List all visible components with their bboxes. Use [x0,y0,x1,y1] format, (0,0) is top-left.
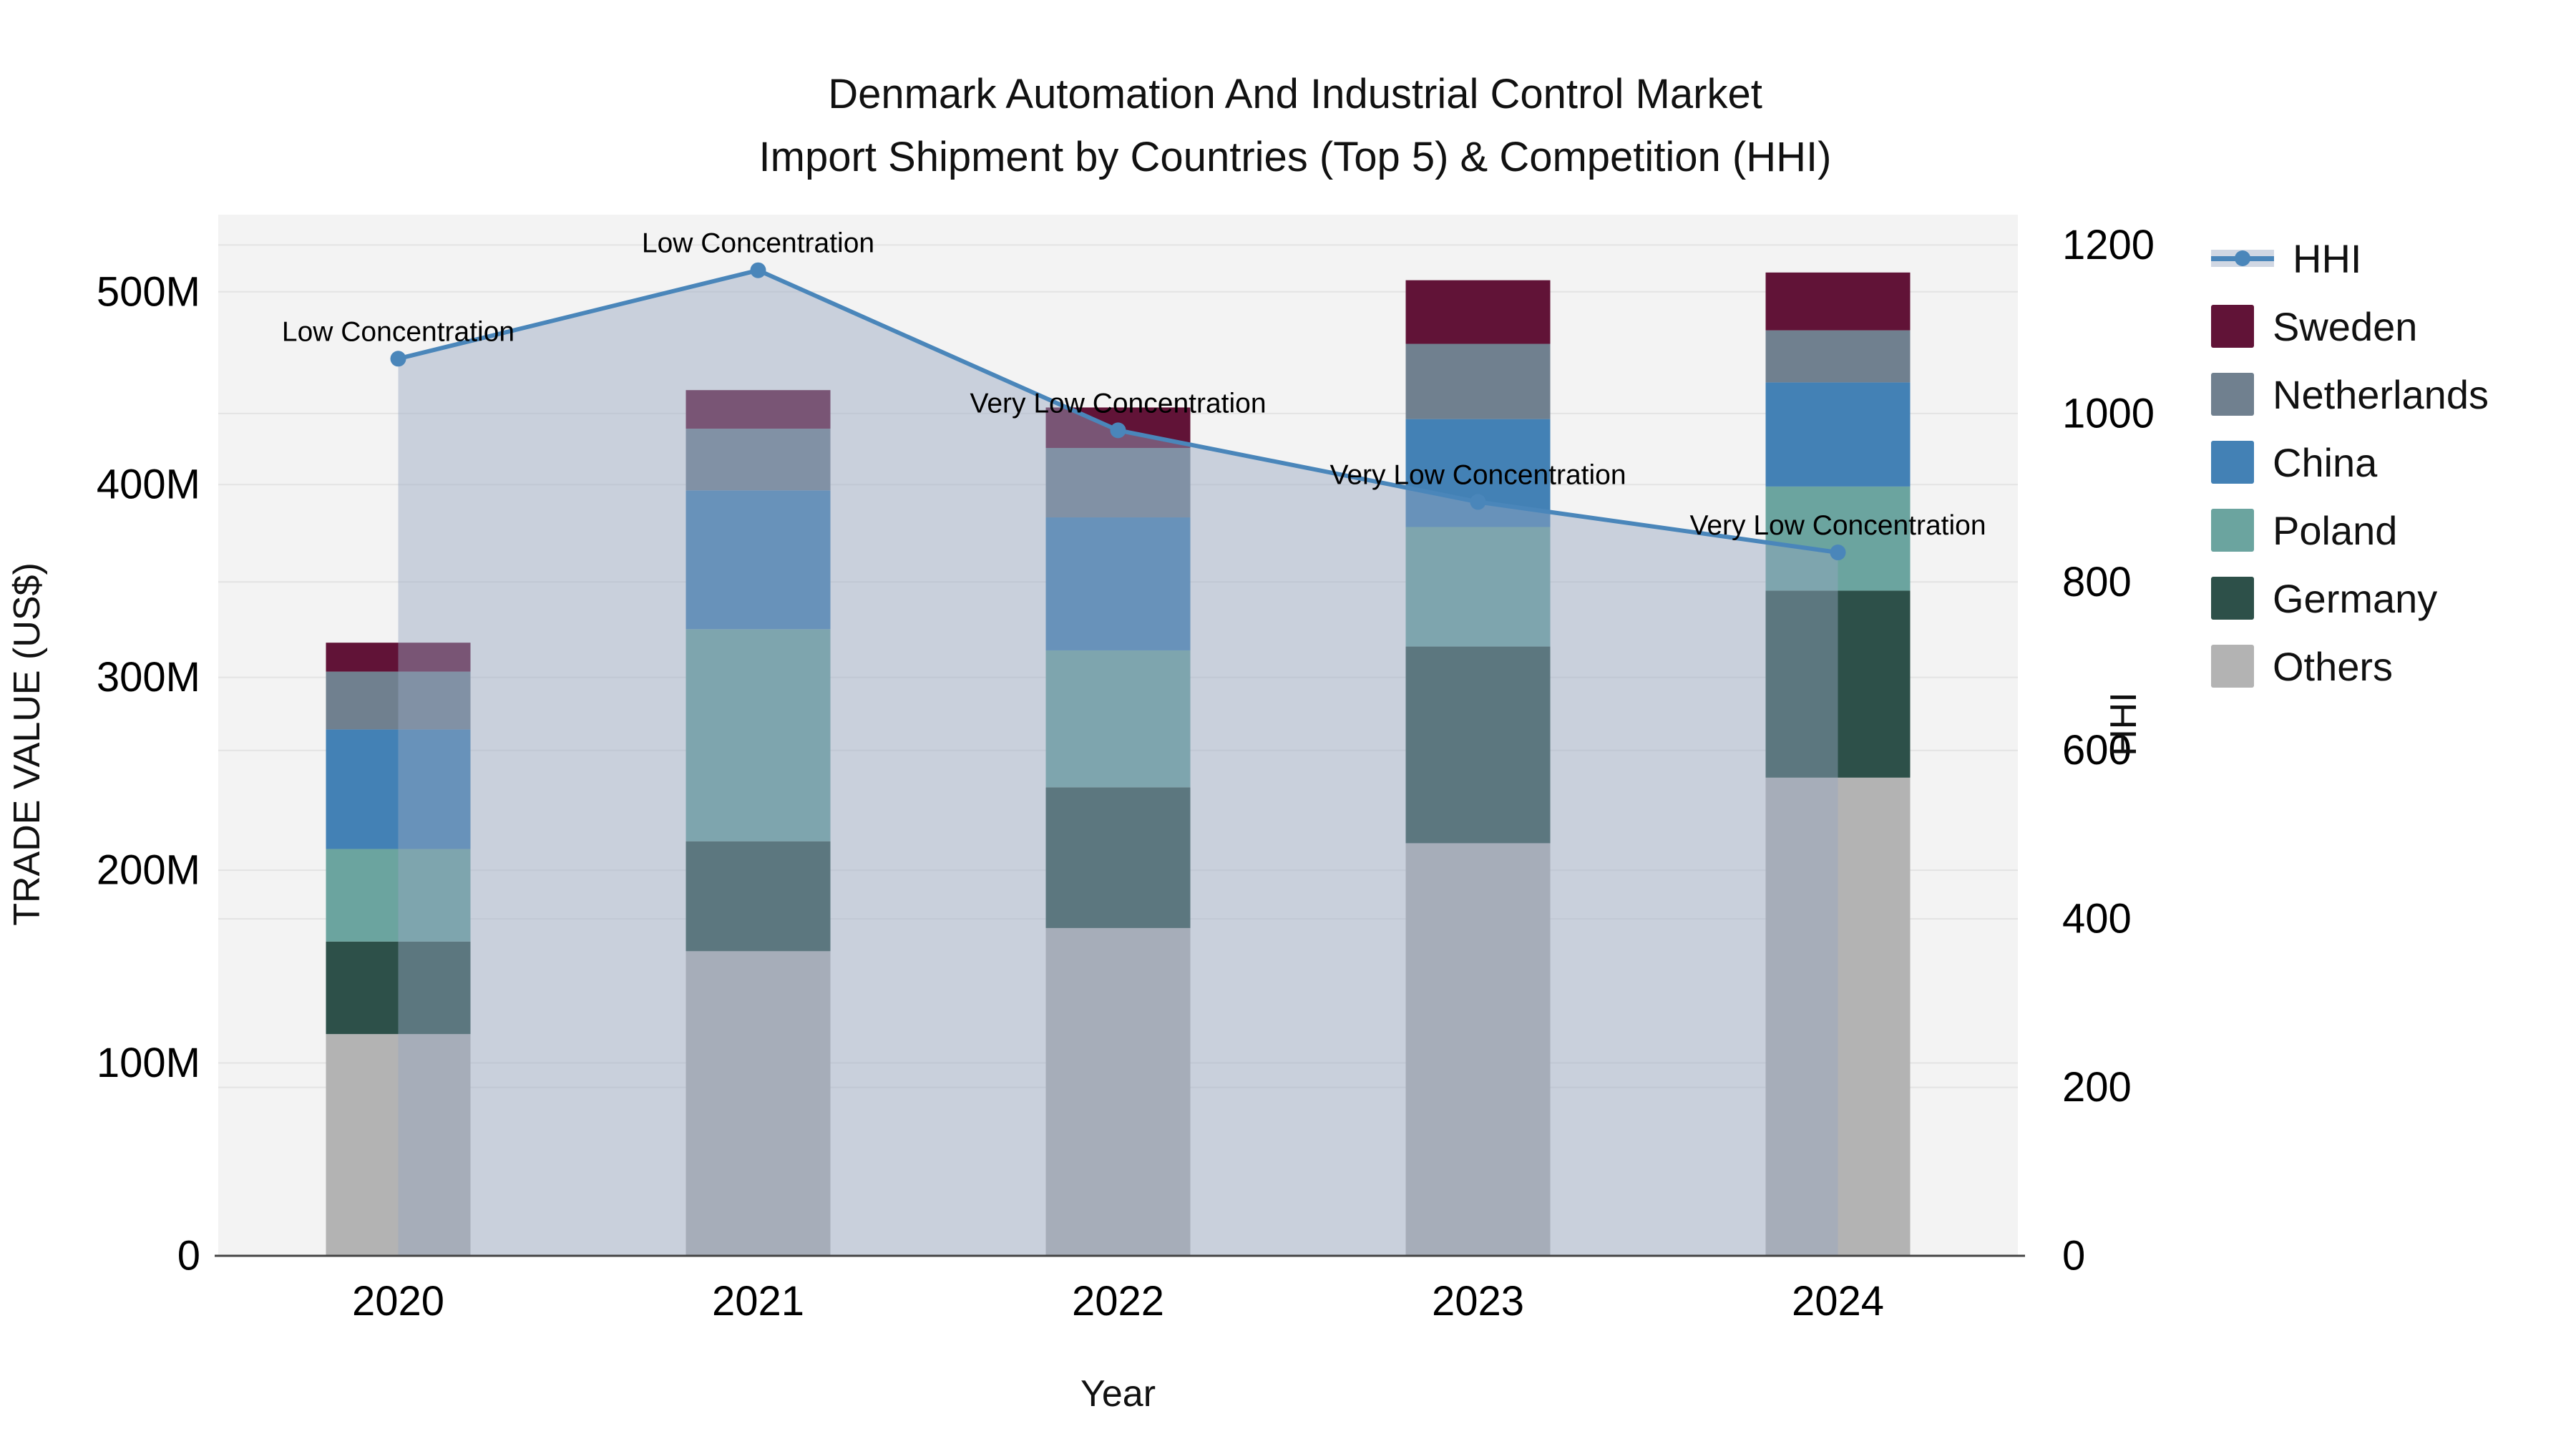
legend-label: China [2273,439,2378,485]
bar-segment-sweden[interactable] [326,643,471,672]
hhi-area [398,270,1838,1256]
bar-segment-others[interactable] [1405,843,1551,1256]
bar-segment-netherlands[interactable] [1765,330,1911,383]
hhi-line-legend-icon [2211,236,2274,280]
bar-segment-china[interactable] [326,729,471,849]
bar-segment-china[interactable] [1765,382,1911,487]
x-tick-label-2020: 2020 [352,1278,444,1324]
bar-segment-netherlands[interactable] [326,671,471,730]
bar-segment-germany[interactable] [686,841,831,952]
y-right-tick-label: 1000 [2062,390,2155,436]
legend-swatch-others [2211,645,2254,688]
legend-item-china[interactable]: China [2211,439,2489,485]
bar-segment-netherlands[interactable] [1405,343,1551,419]
annotation-2024: Very Low Concentration [1689,510,1986,541]
y-axis-title-right: HHI [2103,692,2145,756]
legend-item-others[interactable]: Others [2211,643,2489,689]
y-right-tick-label: 1200 [2062,222,2155,268]
bar-segment-germany[interactable] [1405,646,1551,844]
x-tick-label-2021: 2021 [712,1278,804,1324]
legend-swatch-germany [2211,577,2254,620]
title-line-1: Denmark Automation And Industrial Contro… [828,71,1762,117]
hhi-marker-2024[interactable] [1830,545,1846,561]
annotation-2021: Low Concentration [642,228,874,259]
y-left-tick-label: 0 [177,1233,200,1279]
bar-segment-poland[interactable] [686,629,831,841]
bar-segment-sweden[interactable] [1405,280,1551,344]
bar-segment-others[interactable] [326,1034,471,1256]
legend-item-germany[interactable]: Germany [2211,575,2489,621]
legend-label: HHI [2293,235,2362,281]
legend-item-sweden[interactable]: Sweden [2211,303,2489,349]
annotation-2023: Very Low Concentration [1330,459,1626,490]
hhi-marker-2021[interactable] [750,262,766,278]
bar-segment-sweden[interactable] [686,390,831,429]
bar-segment-others[interactable] [686,951,831,1256]
legend-swatch-poland [2211,509,2254,552]
legend-swatch-netherlands [2211,373,2254,416]
legend-item-poland[interactable]: Poland [2211,507,2489,553]
y-left-tick-label: 400M [97,462,200,508]
hhi-marker-2022[interactable] [1110,422,1126,439]
bar-segment-others[interactable] [1045,927,1191,1256]
legend-label: Others [2273,643,2394,689]
hhi-marker-2020[interactable] [390,351,406,367]
bar-segment-others[interactable] [1765,777,1911,1256]
bar-segment-poland[interactable] [326,849,471,942]
legend-label: Poland [2273,507,2398,553]
y-right-tick-label: 200 [2062,1064,2132,1111]
y-left-tick-label: 500M [97,268,200,315]
y-right-tick-label: 400 [2062,896,2132,942]
x-tick-label-2023: 2023 [1432,1278,1524,1324]
bar-segment-germany[interactable] [326,941,471,1035]
bar-segment-netherlands[interactable] [686,429,831,491]
legend-swatch-sweden [2211,305,2254,348]
bar-segment-china[interactable] [1045,517,1191,650]
legend-item-hhi[interactable]: HHI [2211,235,2489,281]
y-axis-title-left: TRADE VALUE (US$) [6,562,48,926]
x-axis-title: Year [1080,1373,1156,1415]
bar-segment-netherlands[interactable] [1045,448,1191,518]
x-tick-label-2022: 2022 [1072,1278,1164,1324]
y-right-tick-label: 600 [2062,727,2132,774]
title-line-2: Import Shipment by Countries (Top 5) & C… [758,134,1832,180]
bar-segment-poland[interactable] [1045,650,1191,788]
legend-swatch-china [2211,441,2254,484]
bar-segment-germany[interactable] [1765,590,1911,778]
legend-label: Germany [2273,575,2438,621]
annotation-2022: Very Low Concentration [970,388,1266,419]
hhi-marker-2023[interactable] [1470,494,1486,510]
y-right-tick-label: 800 [2062,559,2132,605]
y-left-tick-label: 200M [97,847,200,894]
y-right-tick-label: 0 [2062,1233,2085,1279]
legend-label: Netherlands [2273,371,2489,417]
bar-segment-sweden[interactable] [1765,272,1911,331]
y-left-tick-label: 300M [97,654,200,701]
bar-segment-germany[interactable] [1045,787,1191,928]
legend-item-netherlands[interactable]: Netherlands [2211,371,2489,417]
legend-label: Sweden [2273,303,2418,349]
y-left-tick-label: 100M [97,1040,200,1086]
x-tick-label-2024: 2024 [1792,1278,1884,1324]
annotation-2020: Low Concentration [282,316,514,347]
legend: HHI Sweden Netherlands China Poland Germany Ot… [2211,235,2489,689]
bar-segment-china[interactable] [686,490,831,630]
page-title: Denmark Automation And Industrial Contro… [222,63,2368,189]
bar-segment-poland[interactable] [1405,527,1551,647]
bar-segment-poland[interactable] [1765,486,1911,591]
